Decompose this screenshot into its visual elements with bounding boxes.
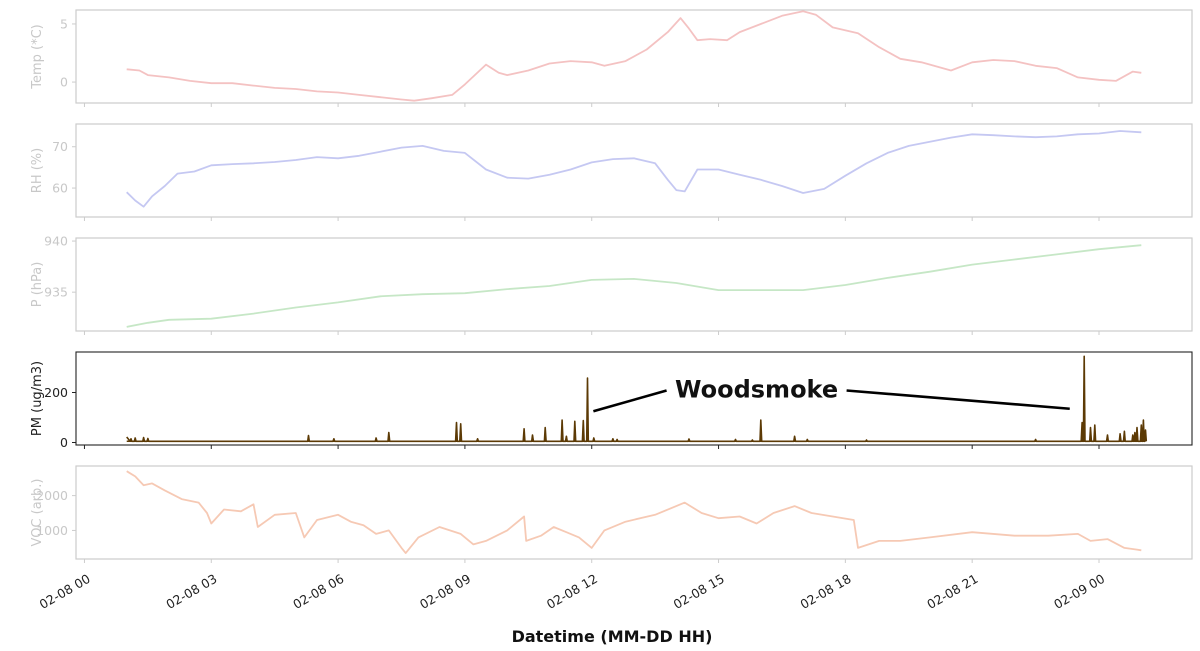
series-line-temp — [126, 10, 1142, 102]
annotation-arrow-left — [593, 389, 667, 413]
chart-panels: 0 5 Temp (*C) 60 70 RH (%) 935 940 P (hPa) 0 200PM… — [30, 9, 1193, 563]
y-tick-label-temp: 0 — [60, 75, 68, 90]
annotation-arrow-right — [846, 389, 1070, 411]
panel-temp: 0 5 Temp (*C) — [30, 9, 1193, 107]
series-line-voc — [126, 470, 1142, 554]
panel-rh: 60 70 RH (%) — [30, 123, 1193, 221]
x-tick-label: 02-08 03 — [163, 571, 219, 612]
x-tick-label: 02-08 21 — [924, 571, 980, 612]
panel-frame-p — [75, 237, 1193, 332]
x-tick-label: 02-08 18 — [797, 571, 853, 612]
panel-frame-temp — [75, 9, 1193, 104]
y-axis-label-p: P (hPa) — [30, 262, 45, 308]
panel-frame-voc — [75, 465, 1193, 560]
panel-frame-rh — [75, 123, 1193, 218]
x-tick-label: 02-08 15 — [671, 571, 727, 612]
y-tick-label-rh: 70 — [52, 139, 68, 154]
x-tick-label: 02-08 00 — [37, 571, 93, 612]
y-tick-label-rh: 60 — [52, 181, 68, 196]
y-tick-label-voc: 2000 — [36, 488, 68, 503]
y-tick-label-temp: 5 — [60, 16, 68, 31]
series-line-p — [126, 244, 1142, 328]
y-tick-label-pm: 200 — [44, 385, 68, 400]
panel-frame-pm — [75, 351, 1193, 446]
x-axis-label: Datetime (MM-DD HH) — [512, 627, 713, 646]
y-tick-label-voc: 1000 — [36, 523, 68, 538]
y-tick-label-pm: 0 — [60, 435, 68, 450]
x-tick-label: 02-09 00 — [1051, 571, 1107, 612]
x-tick-label: 02-08 09 — [417, 571, 473, 612]
panel-p: 935 940 P (hPa) — [30, 234, 1193, 335]
y-tick-label-p: 935 — [44, 285, 68, 300]
y-axis-label-pm: PM (ug/m3) — [30, 361, 45, 436]
x-tick-label: 02-08 12 — [544, 571, 600, 612]
y-axis-label-temp: Temp (*C) — [30, 24, 45, 90]
x-axis: 02-08 00 02-08 03 02-08 06 02-08 09 02-08 12… — [37, 571, 1108, 612]
y-axis-label-rh: RH (%) — [30, 148, 45, 193]
y-tick-label-p: 940 — [44, 234, 68, 249]
x-tick-label: 02-08 06 — [290, 571, 346, 612]
y-axis-label-voc: VOC (arb.) — [30, 479, 45, 547]
annotation-woodsmoke: Woodsmoke — [675, 376, 838, 404]
series-line-rh — [126, 130, 1142, 208]
